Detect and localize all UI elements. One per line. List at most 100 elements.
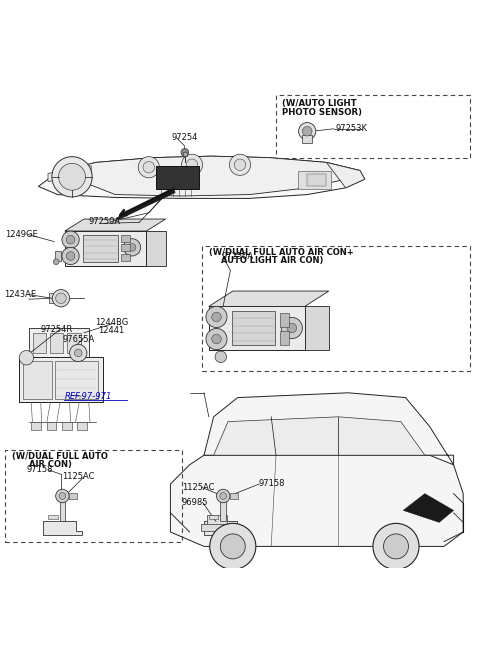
Circle shape xyxy=(62,231,79,249)
Text: 1125AC: 1125AC xyxy=(62,472,95,482)
Bar xyxy=(207,515,227,527)
Bar xyxy=(121,254,130,261)
Circle shape xyxy=(220,534,245,559)
Bar xyxy=(220,499,226,521)
Circle shape xyxy=(281,318,302,338)
Text: 97655A: 97655A xyxy=(62,335,95,344)
Text: PHOTO SENSOR): PHOTO SENSOR) xyxy=(282,108,362,117)
Bar xyxy=(69,493,77,499)
Circle shape xyxy=(66,236,75,244)
Circle shape xyxy=(70,344,87,361)
Circle shape xyxy=(234,159,246,171)
Text: (W/DUAL FULL AUTO AIR CON+: (W/DUAL FULL AUTO AIR CON+ xyxy=(209,248,354,256)
Bar xyxy=(48,515,58,518)
Text: 1244BG: 1244BG xyxy=(95,318,128,327)
Polygon shape xyxy=(170,455,463,546)
Polygon shape xyxy=(58,156,360,196)
Bar xyxy=(5,451,182,542)
Circle shape xyxy=(128,243,136,251)
Bar xyxy=(60,499,65,521)
Bar xyxy=(33,333,46,353)
Bar xyxy=(77,422,87,430)
Circle shape xyxy=(19,350,34,365)
Circle shape xyxy=(66,252,75,260)
Polygon shape xyxy=(146,231,166,266)
Text: 97254: 97254 xyxy=(172,133,198,142)
Circle shape xyxy=(210,523,256,569)
Text: 1125AC: 1125AC xyxy=(182,483,215,492)
Circle shape xyxy=(181,148,189,156)
Polygon shape xyxy=(204,393,454,465)
Polygon shape xyxy=(48,166,91,182)
Text: 96985: 96985 xyxy=(181,498,208,506)
Bar xyxy=(280,313,289,327)
Circle shape xyxy=(181,154,203,175)
Bar xyxy=(55,251,61,261)
Circle shape xyxy=(220,493,227,499)
Circle shape xyxy=(206,329,227,350)
Bar xyxy=(276,95,470,157)
Polygon shape xyxy=(326,163,365,188)
Text: 97158: 97158 xyxy=(26,465,53,474)
Bar xyxy=(307,174,326,186)
Text: 1249GE: 1249GE xyxy=(5,230,37,239)
Bar xyxy=(156,166,199,189)
Circle shape xyxy=(138,157,159,178)
Text: 1243AE: 1243AE xyxy=(4,290,36,299)
Bar xyxy=(31,422,41,430)
Circle shape xyxy=(299,123,316,140)
Polygon shape xyxy=(305,306,329,350)
Bar xyxy=(201,524,233,531)
Bar xyxy=(298,171,331,189)
Bar xyxy=(19,357,103,402)
Bar xyxy=(23,361,52,399)
Circle shape xyxy=(302,127,312,136)
Bar xyxy=(62,422,72,430)
Bar xyxy=(230,493,238,499)
Bar xyxy=(55,361,98,399)
Text: 97250A: 97250A xyxy=(89,217,121,226)
Text: AIR CON): AIR CON) xyxy=(29,461,72,469)
Circle shape xyxy=(52,157,92,197)
Polygon shape xyxy=(214,417,425,455)
Circle shape xyxy=(212,312,221,321)
Circle shape xyxy=(53,259,59,264)
Polygon shape xyxy=(65,231,146,266)
Circle shape xyxy=(62,247,79,264)
Polygon shape xyxy=(204,521,242,535)
Circle shape xyxy=(59,163,85,190)
Circle shape xyxy=(52,289,70,307)
Text: 12441: 12441 xyxy=(98,326,125,335)
Circle shape xyxy=(212,335,221,344)
Circle shape xyxy=(215,351,227,363)
Bar xyxy=(183,152,187,156)
Circle shape xyxy=(229,154,251,175)
Bar xyxy=(121,245,130,251)
Bar xyxy=(47,422,56,430)
Circle shape xyxy=(74,349,82,357)
Bar xyxy=(202,247,470,371)
Text: 97250A: 97250A xyxy=(222,253,254,262)
Circle shape xyxy=(206,306,227,327)
Bar xyxy=(232,311,275,345)
Bar xyxy=(280,331,289,345)
Polygon shape xyxy=(403,493,454,522)
Bar xyxy=(50,333,63,353)
Bar xyxy=(67,333,81,353)
Circle shape xyxy=(123,239,141,256)
Polygon shape xyxy=(209,291,329,306)
Bar xyxy=(29,328,89,357)
Bar xyxy=(49,293,62,303)
Text: REF.97-971: REF.97-971 xyxy=(65,392,112,401)
Polygon shape xyxy=(65,219,166,231)
Text: 97254R: 97254R xyxy=(41,325,73,334)
Polygon shape xyxy=(38,156,365,198)
Text: 97158: 97158 xyxy=(258,480,285,489)
Text: 97253K: 97253K xyxy=(336,124,368,133)
Bar xyxy=(302,135,312,143)
Bar xyxy=(121,235,130,241)
Circle shape xyxy=(373,523,419,569)
Text: AUTO LIGHT AIR CON): AUTO LIGHT AIR CON) xyxy=(221,256,323,265)
Circle shape xyxy=(56,489,69,502)
Text: (W/AUTO LIGHT: (W/AUTO LIGHT xyxy=(282,99,356,108)
